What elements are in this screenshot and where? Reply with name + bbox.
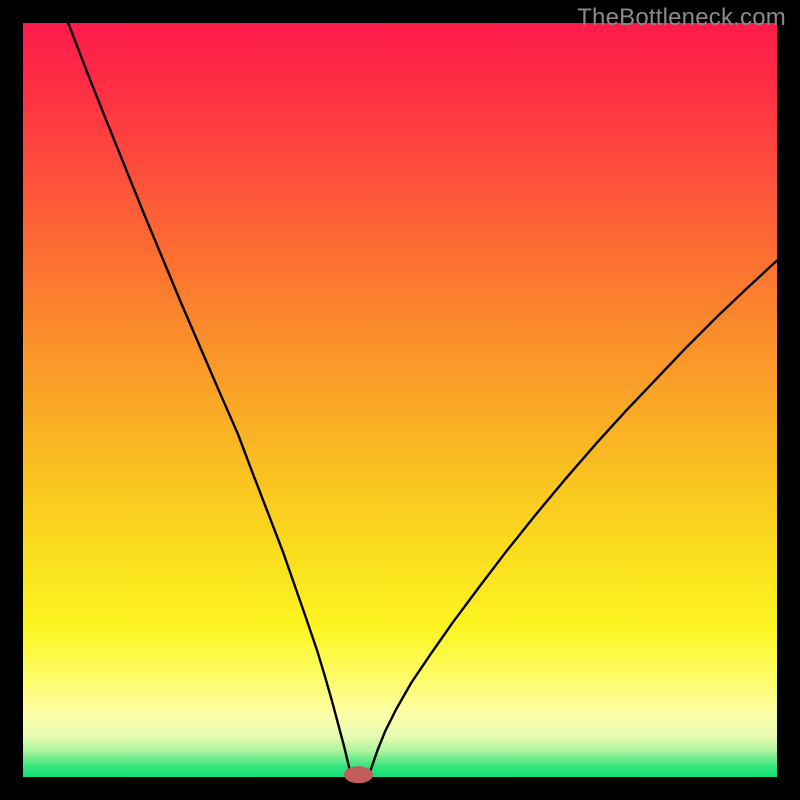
chart-container: { "chart": { "type": "line", "width_px":… (0, 0, 800, 800)
watermark-text: TheBottleneck.com (577, 4, 786, 32)
bottleneck-curve-chart (0, 0, 800, 800)
